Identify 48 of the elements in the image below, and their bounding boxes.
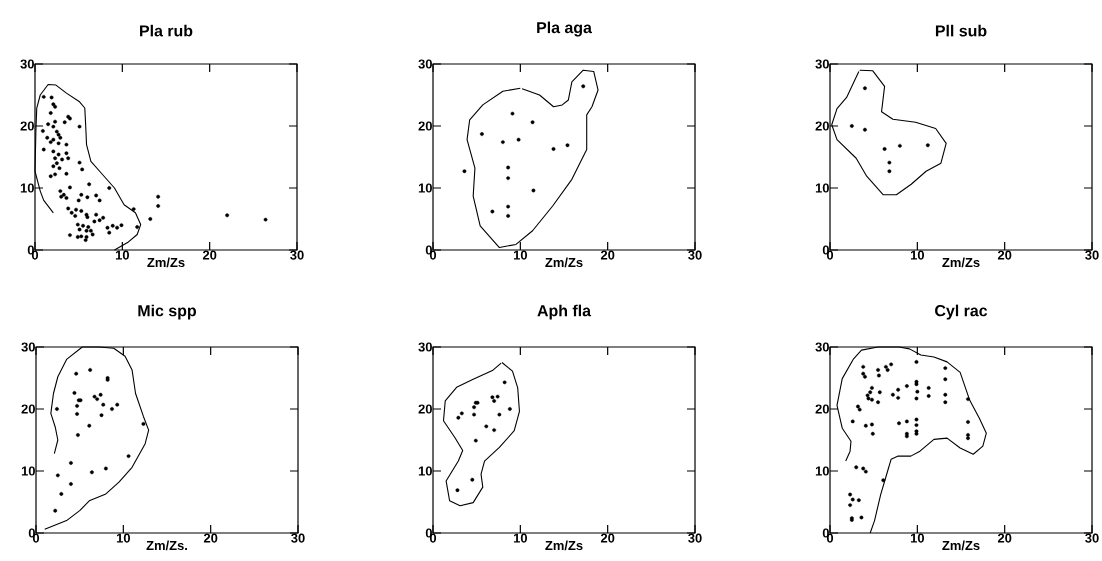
x-tick-label: 30: [291, 533, 305, 543]
x-tick-label: 20: [600, 533, 615, 543]
x-axis-title: Zm/Zs: [942, 540, 980, 551]
y-tick-label: 30: [20, 59, 34, 69]
chart-title: Mic spp: [138, 304, 196, 320]
x-tick-label: 10: [910, 533, 925, 543]
x-tick-label: 10: [115, 250, 129, 260]
x-tick-label: 30: [290, 250, 304, 260]
x-axis-title: Zm/Zs.: [146, 540, 187, 551]
x-tick-label: 20: [997, 533, 1012, 543]
chart-title: Aph fla: [537, 304, 592, 320]
x-tick-label: 30: [688, 533, 702, 543]
y-tick-label: 10: [21, 466, 35, 476]
x-tick-label: 30: [1085, 533, 1099, 543]
x-tick-label: 20: [203, 533, 218, 543]
y-tick-label: 30: [815, 59, 829, 69]
chart-title: Pla aga: [537, 21, 593, 37]
y-tick-label: 10: [815, 183, 829, 193]
x-tick-label: 30: [1085, 250, 1099, 260]
x-tick-label: 10: [513, 533, 528, 543]
x-tick-label: 20: [202, 250, 217, 260]
y-tick-label: 20: [815, 121, 829, 131]
x-axis-title: Zm/Zs: [147, 257, 185, 268]
chart-title: Pll sub: [935, 24, 987, 37]
y-tick-label: 30: [21, 342, 35, 352]
x-tick-label: 10: [513, 250, 528, 260]
x-axis-title: Zm/Zs: [942, 257, 980, 268]
y-tick-label: 10: [815, 466, 829, 476]
x-tick-label: 30: [688, 250, 702, 260]
chart-title: Cyl rac: [935, 304, 988, 320]
y-tick-label: 20: [418, 121, 432, 131]
y-tick-label: 10: [418, 466, 432, 476]
y-tick-label: 20: [815, 404, 829, 414]
x-axis-title: Zm/Zs: [545, 540, 583, 551]
x-tick-label: 10: [910, 250, 925, 260]
y-tick-label: 20: [21, 404, 35, 414]
x-tick-label: 20: [600, 250, 615, 260]
chart-title: Pla rub: [140, 24, 193, 37]
x-tick-label: 10: [116, 533, 130, 543]
x-axis-title: Zm/Zs: [545, 257, 583, 268]
x-tick-label: 20: [997, 250, 1012, 260]
y-tick-label: 10: [418, 183, 432, 193]
y-tick-label: 30: [418, 342, 432, 352]
y-tick-label: 10: [20, 183, 34, 193]
y-tick-label: 30: [815, 342, 829, 352]
y-tick-label: 30: [418, 59, 432, 69]
y-tick-label: 20: [418, 404, 432, 414]
y-tick-label: 20: [20, 121, 34, 131]
